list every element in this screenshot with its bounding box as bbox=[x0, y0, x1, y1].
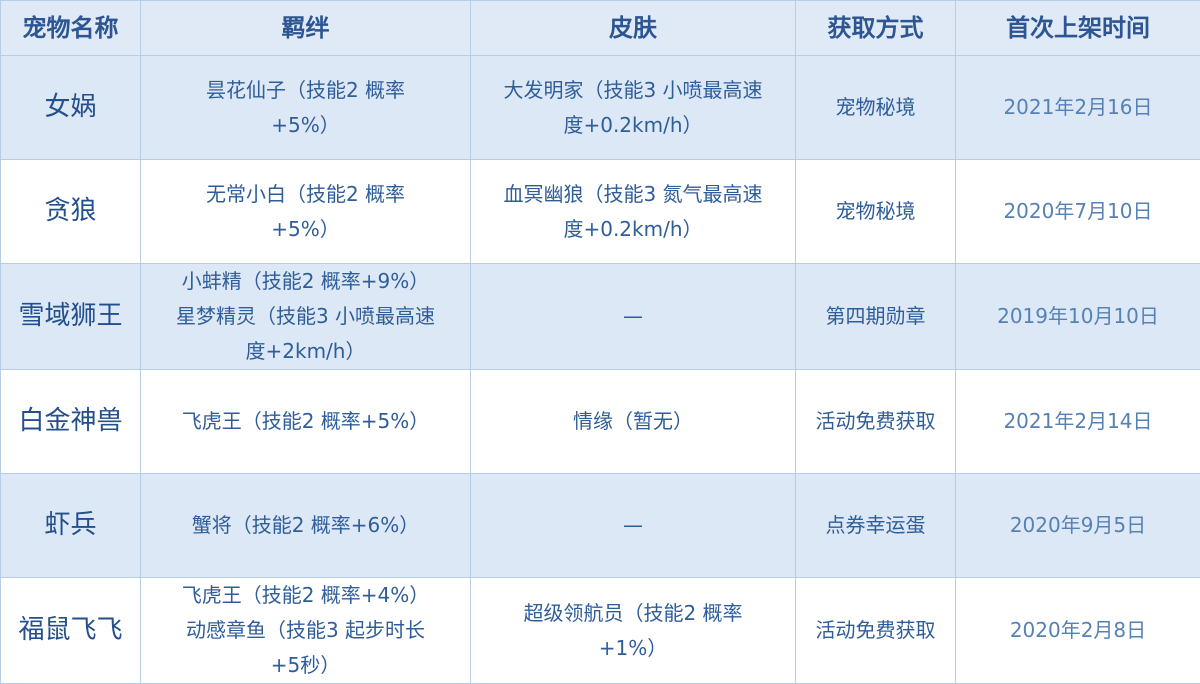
bond-cell: 无常小白（技能2 概率+5%） bbox=[141, 160, 471, 264]
release-date-text: 2019年10月10日 bbox=[960, 299, 1196, 334]
bond-text: 飞虎王（技能2 概率+4%） bbox=[145, 578, 466, 613]
skin-text: 大发明家（技能3 小喷最高速 bbox=[475, 73, 791, 108]
bond-text: 小蚌精（技能2 概率+9%） bbox=[145, 264, 466, 299]
source-cell: 宠物秘境 bbox=[796, 56, 956, 160]
release-date-text: 2020年9月5日 bbox=[960, 508, 1196, 543]
skin-text: +1%） bbox=[475, 631, 791, 666]
source-text: 宠物秘境 bbox=[800, 194, 951, 229]
bond-cell: 昙花仙子（技能2 概率+5%） bbox=[141, 56, 471, 160]
bond-text: 动感章鱼（技能3 起步时长 bbox=[145, 613, 466, 648]
bond-text: 飞虎王（技能2 概率+5%） bbox=[145, 404, 466, 439]
table-row: 虾兵蟹将（技能2 概率+6%） — 点券幸运蛋 2020年9月5日 bbox=[1, 474, 1200, 578]
pet-name-text: 雪域狮王 bbox=[5, 299, 136, 334]
release-date-text: 2020年2月8日 bbox=[960, 613, 1196, 648]
bond-cell: 蟹将（技能2 概率+6%） bbox=[141, 474, 471, 578]
table-row: 福鼠飞飞飞虎王（技能2 概率+4%）动感章鱼（技能3 起步时长+5秒）超级领航员… bbox=[1, 578, 1200, 684]
pet-name-text: 福鼠飞飞 bbox=[5, 613, 136, 648]
release-date-cell: 2020年7月10日 bbox=[956, 160, 1200, 264]
skin-text: — bbox=[475, 299, 791, 334]
release-date-cell: 2021年2月16日 bbox=[956, 56, 1200, 160]
source-text: 第四期勋章 bbox=[800, 299, 951, 334]
skin-text: 血冥幽狼（技能3 氮气最高速 bbox=[475, 177, 791, 212]
source-text: 活动免费获取 bbox=[800, 613, 951, 648]
pet-name-text: 虾兵 bbox=[5, 508, 136, 543]
table-row: 雪域狮王小蚌精（技能2 概率+9%）星梦精灵（技能3 小喷最高速度+2km/h）… bbox=[1, 264, 1200, 370]
source-cell: 活动免费获取 bbox=[796, 578, 956, 684]
table-row: 白金神兽飞虎王（技能2 概率+5%） 情缘（暂无） 活动免费获取 2021年2月14日 bbox=[1, 370, 1200, 474]
table-row: 贪狼无常小白（技能2 概率+5%）血冥幽狼（技能3 氮气最高速度+0.2km/h… bbox=[1, 160, 1200, 264]
pet-name-text: 女娲 bbox=[5, 90, 136, 125]
source-text: 宠物秘境 bbox=[800, 90, 951, 125]
bond-text: 星梦精灵（技能3 小喷最高速 bbox=[145, 299, 466, 334]
release-date-cell: 2021年2月14日 bbox=[956, 370, 1200, 474]
source-text: 活动免费获取 bbox=[800, 404, 951, 439]
pet-name-cell: 福鼠飞飞 bbox=[1, 578, 141, 684]
skin-text: — bbox=[475, 508, 791, 543]
source-cell: 第四期勋章 bbox=[796, 264, 956, 370]
source-cell: 宠物秘境 bbox=[796, 160, 956, 264]
skin-cell: 血冥幽狼（技能3 氮气最高速度+0.2km/h） bbox=[471, 160, 796, 264]
release-date-cell: 2020年9月5日 bbox=[956, 474, 1200, 578]
table-row: 女娲昙花仙子（技能2 概率+5%）大发明家（技能3 小喷最高速度+0.2km/h… bbox=[1, 56, 1200, 160]
pet-name-text: 贪狼 bbox=[5, 194, 136, 229]
header-cell: 皮肤 bbox=[471, 1, 796, 56]
table-body: 女娲昙花仙子（技能2 概率+5%）大发明家（技能3 小喷最高速度+0.2km/h… bbox=[1, 56, 1200, 684]
skin-cell: 情缘（暂无） bbox=[471, 370, 796, 474]
source-cell: 点券幸运蛋 bbox=[796, 474, 956, 578]
bond-cell: 飞虎王（技能2 概率+5%） bbox=[141, 370, 471, 474]
header-cell: 首次上架时间 bbox=[956, 1, 1200, 56]
bond-text: 度+2km/h） bbox=[145, 334, 466, 369]
bond-text: +5%） bbox=[145, 212, 466, 247]
skin-cell: — bbox=[471, 474, 796, 578]
header-cell: 获取方式 bbox=[796, 1, 956, 56]
source-text: 点券幸运蛋 bbox=[800, 508, 951, 543]
header-cell: 羁绊 bbox=[141, 1, 471, 56]
header-row: 宠物名称羁绊皮肤获取方式首次上架时间 bbox=[1, 1, 1200, 56]
source-cell: 活动免费获取 bbox=[796, 370, 956, 474]
release-date-cell: 2019年10月10日 bbox=[956, 264, 1200, 370]
release-date-text: 2021年2月14日 bbox=[960, 404, 1196, 439]
bond-text: 昙花仙子（技能2 概率 bbox=[145, 73, 466, 108]
bond-text: +5%） bbox=[145, 108, 466, 143]
skin-text: 度+0.2km/h） bbox=[475, 212, 791, 247]
skin-text: 超级领航员（技能2 概率 bbox=[475, 596, 791, 631]
pet-name-cell: 贪狼 bbox=[1, 160, 141, 264]
skin-text: 情缘（暂无） bbox=[475, 404, 791, 439]
pet-name-cell: 虾兵 bbox=[1, 474, 141, 578]
pet-name-cell: 女娲 bbox=[1, 56, 141, 160]
skin-text: 度+0.2km/h） bbox=[475, 108, 791, 143]
header-cell: 宠物名称 bbox=[1, 1, 141, 56]
release-date-text: 2021年2月16日 bbox=[960, 90, 1196, 125]
bond-cell: 小蚌精（技能2 概率+9%）星梦精灵（技能3 小喷最高速度+2km/h） bbox=[141, 264, 471, 370]
pet-name-cell: 雪域狮王 bbox=[1, 264, 141, 370]
bond-text: 无常小白（技能2 概率 bbox=[145, 177, 466, 212]
release-date-cell: 2020年2月8日 bbox=[956, 578, 1200, 684]
skin-cell: — bbox=[471, 264, 796, 370]
pet-name-cell: 白金神兽 bbox=[1, 370, 141, 474]
pet-name-text: 白金神兽 bbox=[5, 404, 136, 439]
skin-cell: 大发明家（技能3 小喷最高速度+0.2km/h） bbox=[471, 56, 796, 160]
release-date-text: 2020年7月10日 bbox=[960, 194, 1196, 229]
bond-text: 蟹将（技能2 概率+6%） bbox=[145, 508, 466, 543]
bond-cell: 飞虎王（技能2 概率+4%）动感章鱼（技能3 起步时长+5秒） bbox=[141, 578, 471, 684]
skin-cell: 超级领航员（技能2 概率+1%） bbox=[471, 578, 796, 684]
